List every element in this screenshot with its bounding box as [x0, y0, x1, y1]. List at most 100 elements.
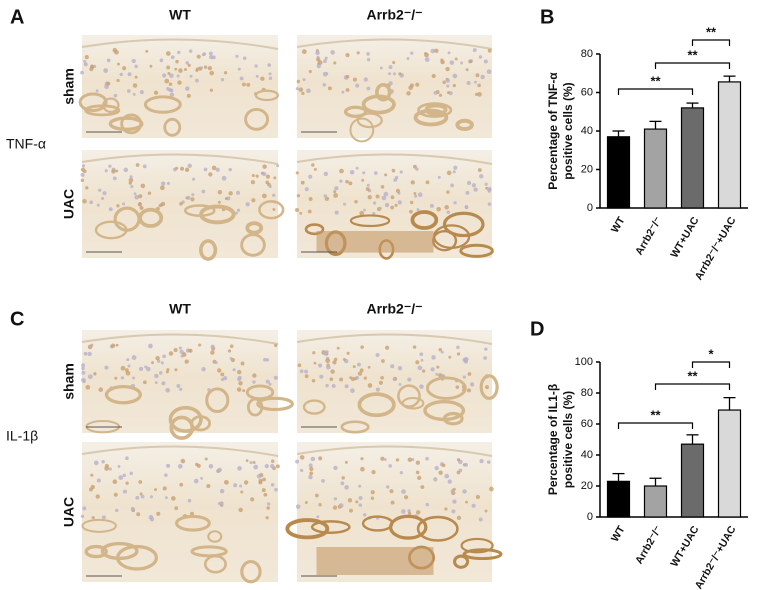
- row-label: sham: [61, 68, 77, 105]
- significance-bracket: [691, 39, 731, 46]
- cell: [417, 475, 422, 480]
- cell: [190, 197, 195, 202]
- cell: [356, 51, 360, 55]
- cell: [462, 375, 466, 379]
- trabecula: [417, 102, 453, 118]
- cell: [180, 166, 185, 171]
- cell: [140, 494, 145, 499]
- cell: [81, 363, 86, 368]
- cell: [471, 503, 476, 508]
- cell: [224, 479, 229, 485]
- cell: [176, 384, 181, 388]
- cell: [117, 465, 121, 468]
- cell: [96, 478, 101, 483]
- cell: [323, 194, 327, 198]
- cell: [207, 65, 213, 71]
- cell: [452, 73, 458, 79]
- cell: [381, 359, 385, 363]
- cell: [95, 89, 99, 93]
- cell: [373, 201, 377, 205]
- cell: [270, 459, 275, 463]
- cell: [261, 488, 266, 493]
- cell: [261, 171, 267, 177]
- cell: [403, 495, 409, 500]
- cell: [334, 210, 339, 215]
- trabecula: [442, 211, 485, 238]
- stain-label: IL-1β: [6, 428, 38, 444]
- cell: [487, 202, 492, 206]
- cell: [383, 191, 389, 197]
- cell: [111, 169, 116, 174]
- cell: [480, 74, 485, 80]
- cell: [217, 501, 222, 506]
- cell: [339, 179, 343, 183]
- trabecula: [256, 396, 294, 412]
- cell: [87, 344, 93, 350]
- cell: [477, 83, 481, 88]
- cell: [398, 383, 402, 386]
- cell: [318, 503, 322, 507]
- cell: [465, 190, 470, 195]
- cell: [409, 200, 414, 205]
- cell: [473, 187, 478, 192]
- cell: [395, 458, 400, 462]
- cell: [103, 68, 109, 73]
- cell: [301, 49, 307, 55]
- cell: [343, 202, 347, 206]
- cell: [388, 464, 392, 468]
- cell: [174, 67, 178, 71]
- cell: [80, 172, 85, 177]
- row-label: sham: [61, 363, 77, 400]
- cell: [367, 195, 372, 200]
- cell: [299, 369, 304, 374]
- y-axis-label: Percentage of IL1-β: [546, 384, 560, 495]
- cell: [360, 345, 364, 349]
- cell: [98, 188, 102, 192]
- cell: [101, 459, 105, 464]
- cell: [102, 191, 107, 196]
- cell: [356, 362, 361, 367]
- cell: [201, 53, 205, 57]
- cell: [467, 372, 472, 376]
- cell: [348, 181, 353, 186]
- cell: [316, 63, 321, 69]
- trabecula: [240, 560, 262, 584]
- cell: [415, 460, 421, 465]
- bar: [680, 443, 705, 518]
- cell: [142, 164, 147, 169]
- cell: [80, 70, 84, 75]
- cell: [262, 477, 266, 482]
- cell: [438, 348, 442, 352]
- trabecula: [169, 415, 195, 440]
- cell: [332, 505, 338, 510]
- cell: [96, 203, 100, 207]
- cell: [477, 91, 482, 97]
- cell: [447, 51, 451, 55]
- column-header: Arrb2⁻/⁻: [366, 301, 422, 317]
- cell: [325, 383, 329, 388]
- cell: [210, 350, 215, 355]
- trabecula: [304, 223, 325, 236]
- cell: [204, 457, 208, 461]
- cell: [484, 509, 488, 513]
- cell: [101, 515, 106, 520]
- bar: [643, 128, 668, 209]
- cell: [125, 481, 129, 485]
- cell: [388, 65, 393, 70]
- cell: [366, 58, 371, 62]
- cell: [451, 509, 456, 514]
- cell: [342, 358, 346, 361]
- cell: [122, 473, 127, 478]
- cell: [334, 186, 339, 191]
- trabecula: [78, 92, 108, 113]
- trabecula: [245, 221, 264, 235]
- cell: [170, 496, 176, 501]
- cell: [466, 81, 471, 86]
- significance-label: *: [708, 346, 714, 361]
- cell: [355, 166, 359, 170]
- cell: [209, 88, 214, 92]
- cell: [115, 343, 119, 347]
- cell: [450, 183, 455, 188]
- cell: [424, 57, 430, 63]
- cell: [266, 502, 271, 506]
